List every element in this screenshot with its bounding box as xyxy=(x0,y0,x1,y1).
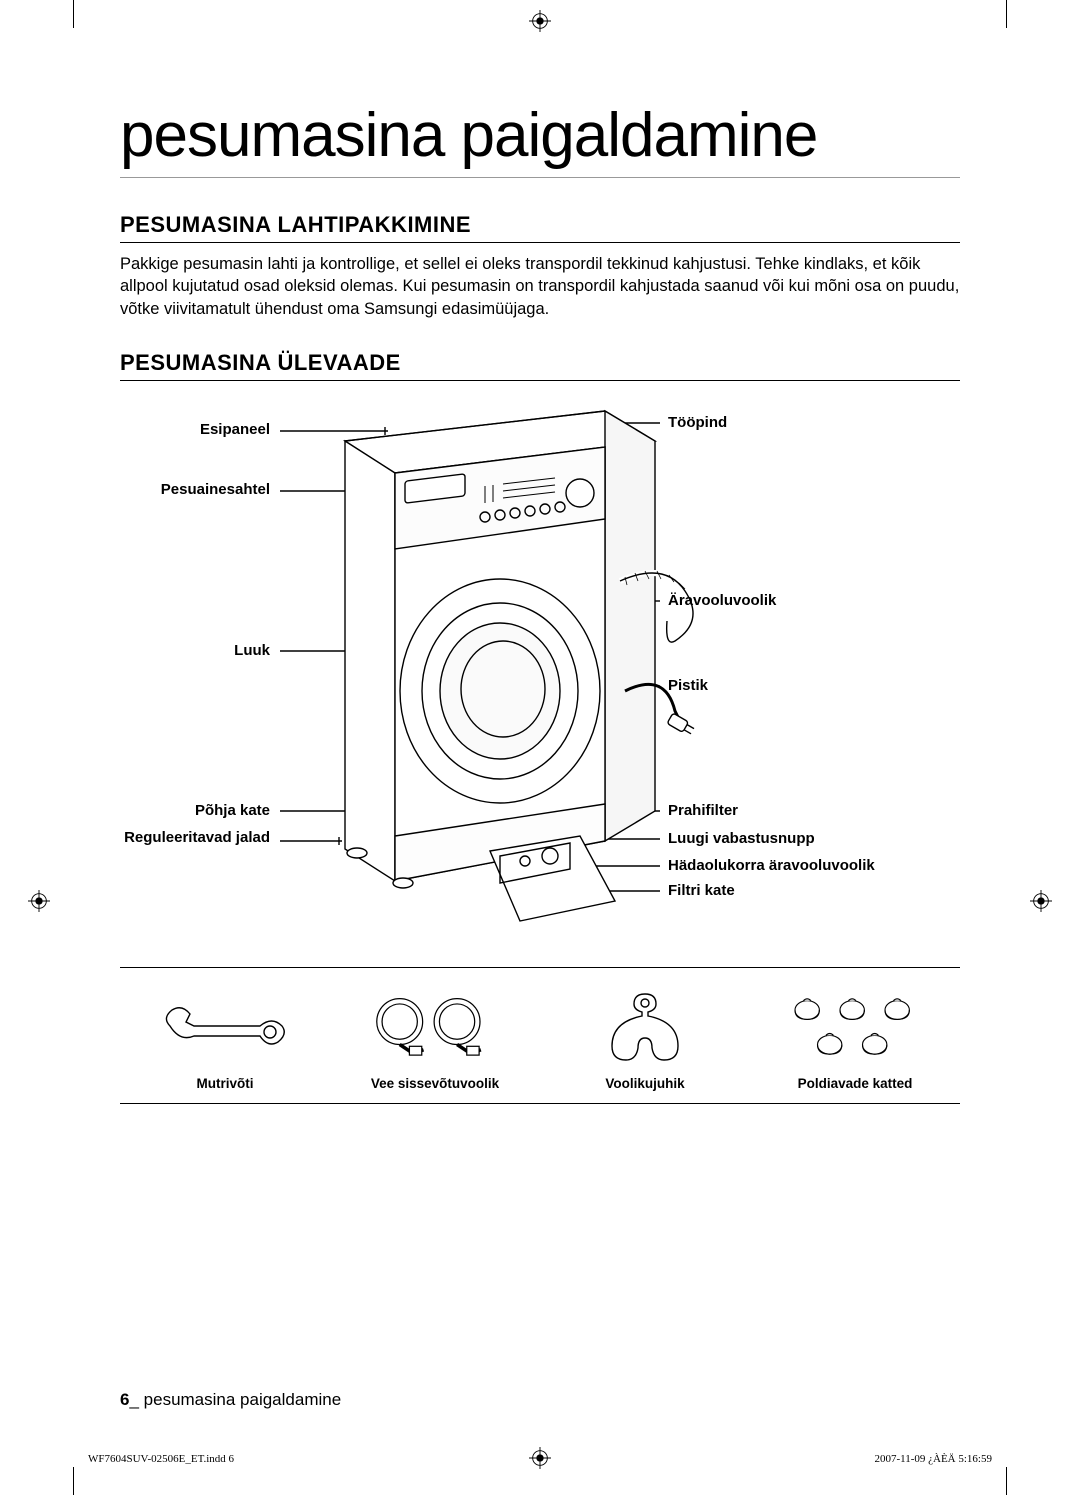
crop-mark xyxy=(73,0,74,28)
accessories-row: Mutrivõti Vee sissevõtuvoolik xyxy=(120,968,960,1103)
label-luuk: Luuk xyxy=(120,642,270,659)
label-luuginupp: Luugi vabastusnupp xyxy=(668,830,815,847)
label-jalad: Reguleeritavad jalad xyxy=(120,829,270,846)
accessory-caps-label: Poldiavade katted xyxy=(798,1076,913,1091)
crop-mark xyxy=(1006,1467,1007,1495)
section-unpacking-body: Pakkige pesumasin lahti ja kontrollige, … xyxy=(120,253,960,320)
registration-mark-icon xyxy=(1030,890,1052,912)
washer-diagram: Esipaneel Pesuainesahtel Luuk Põhja kate… xyxy=(120,391,960,951)
divider xyxy=(120,1103,960,1104)
page-title: pesumasina paigaldamine xyxy=(120,100,960,178)
accessory-guide-label: Voolikujuhik xyxy=(605,1076,684,1091)
accessory-wrench-label: Mutrivõti xyxy=(197,1076,254,1091)
label-hadavoolik: Hädaolukorra äravooluvoolik xyxy=(668,857,875,874)
label-prahifilter: Prahifilter xyxy=(668,802,738,819)
registration-mark-icon xyxy=(529,10,551,32)
bolt-caps-icon xyxy=(780,986,930,1066)
hose-guide-icon xyxy=(570,986,720,1066)
crop-mark xyxy=(1006,0,1007,28)
registration-mark-icon xyxy=(28,890,50,912)
accessory-caps: Poldiavade katted xyxy=(780,986,930,1091)
print-file: WF7604SUV-02506E_ET.indd 6 xyxy=(88,1453,234,1465)
print-timestamp: 2007-11-09 ¿ÀÈÄ 5:16:59 xyxy=(874,1453,992,1465)
label-toopind: Tööpind xyxy=(668,414,727,431)
crop-mark xyxy=(73,1467,74,1495)
label-pistik: Pistik xyxy=(668,677,708,694)
label-pohjakate: Põhja kate xyxy=(120,802,270,819)
inlet-hose-icon xyxy=(360,986,510,1066)
section-unpacking-heading: PESUMASINA LAHTIPAKKIMINE xyxy=(120,212,960,243)
label-aravooluvoolik: Äravooluvoolik xyxy=(668,592,776,609)
accessory-hose-label: Vee sissevõtuvoolik xyxy=(371,1076,499,1091)
label-filtrikate: Filtri kate xyxy=(668,882,735,899)
label-esipaneel: Esipaneel xyxy=(120,421,270,438)
page-footer: 6_ pesumasina paigaldamine xyxy=(120,1390,341,1410)
page-content: pesumasina paigaldamine PESUMASINA LAHTI… xyxy=(120,100,960,1104)
footer-sep: _ xyxy=(129,1390,143,1409)
accessory-hose: Vee sissevõtuvoolik xyxy=(360,986,510,1091)
label-pesuainesahtel: Pesuainesahtel xyxy=(120,481,270,498)
print-footer: WF7604SUV-02506E_ET.indd 6 2007-11-09 ¿À… xyxy=(88,1453,992,1465)
accessory-guide: Voolikujuhik xyxy=(570,986,720,1091)
wrench-icon xyxy=(150,986,300,1066)
section-overview-heading: PESUMASINA ÜLEVAADE xyxy=(120,350,960,381)
footer-text: pesumasina paigaldamine xyxy=(144,1390,342,1409)
accessory-wrench: Mutrivõti xyxy=(150,986,300,1091)
